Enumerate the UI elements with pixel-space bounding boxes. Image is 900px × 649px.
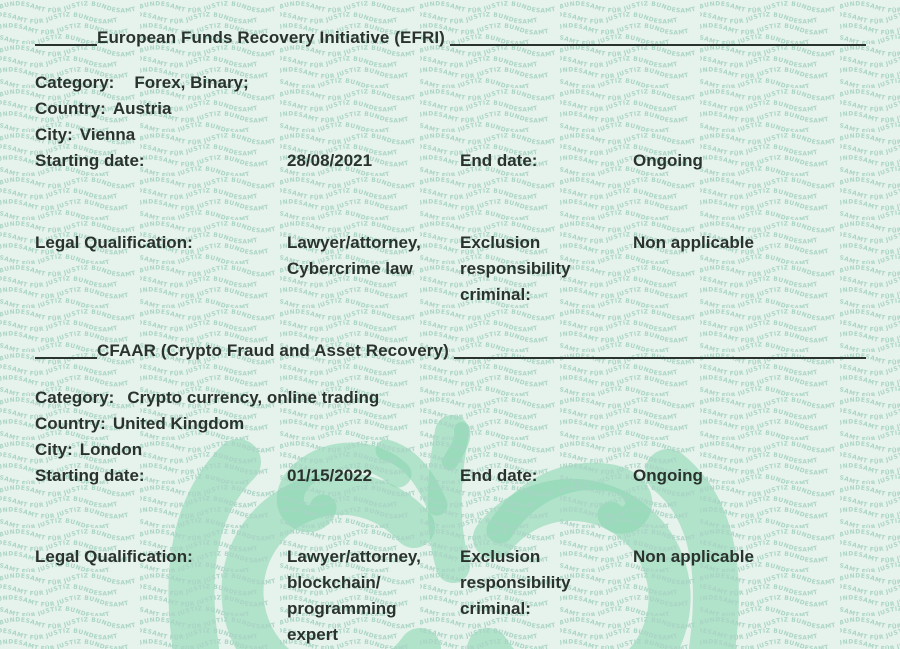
exclusion-label: Exclusion responsibility criminal: xyxy=(460,233,571,304)
country-value: United Kingdom xyxy=(112,414,245,433)
legal-qualification-label: Legal Qualification: xyxy=(35,547,193,566)
end-date-label: End date: xyxy=(460,466,538,485)
heading-underscore xyxy=(35,44,97,46)
cfaar-legal-row: Legal Qualification: Lawyer/attorney, bl… xyxy=(35,544,865,648)
legal-qualification-label: Legal Qualification: xyxy=(35,233,193,252)
category-label: Category: xyxy=(35,388,115,407)
heading-underscore xyxy=(35,357,97,359)
section-heading-cfaar: CFAAR (Crypto Fraud and Asset Recovery) xyxy=(35,341,866,361)
city-label: City: xyxy=(35,440,73,459)
category-value: Forex, Binary; xyxy=(134,73,249,92)
dates-row: Starting date: 28/08/2021 End date: Ongo… xyxy=(35,148,865,174)
legal-qualification-value: Lawyer/attorney, Cybercrime law xyxy=(287,233,421,278)
legal-qualification-value: Lawyer/attorney, blockchain/ programming… xyxy=(287,547,421,644)
country-label: Country: xyxy=(35,414,106,433)
starting-date-value: 01/15/2022 xyxy=(287,466,373,485)
city-value: Vienna xyxy=(79,125,136,144)
city-label: City: xyxy=(35,125,73,144)
dates-row: Starting date: 01/15/2022 End date: Ongo… xyxy=(35,463,865,489)
category-label: Category: xyxy=(35,73,115,92)
heading-underline xyxy=(453,357,866,359)
city-row: City: London xyxy=(35,437,865,463)
starting-date-label: Starting date: xyxy=(35,151,145,170)
country-value: Austria xyxy=(112,99,172,118)
end-date-value: Ongoing xyxy=(633,151,703,170)
heading-underline xyxy=(449,44,866,46)
section-title: CFAAR (Crypto Fraud and Asset Recovery) xyxy=(97,341,449,360)
starting-date-value: 28/08/2021 xyxy=(287,151,373,170)
category-value: Crypto currency, online trading xyxy=(127,388,380,407)
exclusion-value: Non applicable xyxy=(633,233,754,252)
category-row: Category: Forex, Binary; xyxy=(35,70,865,96)
efri-legal-row: Legal Qualification: Lawyer/attorney, Cy… xyxy=(35,230,865,308)
starting-date-label: Starting date: xyxy=(35,466,145,485)
category-row: Category: Crypto currency, online trading xyxy=(35,385,865,411)
country-row: Country: Austria xyxy=(35,96,865,122)
country-row: Country: United Kingdom xyxy=(35,411,865,437)
exclusion-label: Exclusion responsibility criminal: xyxy=(460,547,571,618)
exclusion-value: Non applicable xyxy=(633,547,754,566)
city-row: City: Vienna xyxy=(35,122,865,148)
efri-info-block: Category: Forex, Binary; Country: Austria … xyxy=(35,70,865,174)
section-title: European Funds Recovery Initiative (EFRI… xyxy=(97,28,445,47)
cfaar-info-block: Category: Crypto currency, online trading… xyxy=(35,385,865,489)
end-date-label: End date: xyxy=(460,151,538,170)
country-label: Country: xyxy=(35,99,106,118)
section-heading-efri: European Funds Recovery Initiative (EFRI… xyxy=(35,28,866,48)
end-date-value: Ongoing xyxy=(633,466,703,485)
city-value: London xyxy=(79,440,143,459)
